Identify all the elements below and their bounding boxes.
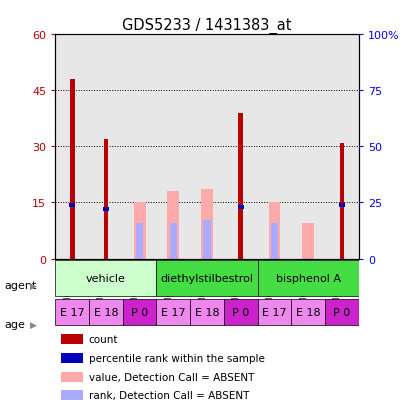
Bar (156, 35, 190, 259)
Bar (122, 35, 156, 259)
Text: bisphenol A: bisphenol A (275, 273, 340, 283)
Text: E 17: E 17 (60, 307, 84, 317)
Text: P 0: P 0 (131, 307, 148, 317)
Bar (70, 80, 74, 259)
Bar (190, 35, 223, 259)
Title: GDS5233 / 1431383_at: GDS5233 / 1431383_at (122, 18, 291, 34)
Bar (257, 261, 358, 296)
Text: P 0: P 0 (333, 307, 350, 317)
Bar (238, 114, 243, 259)
Bar (69, 203, 75, 207)
Text: age: age (4, 319, 25, 329)
Text: value, Detection Call = ABSENT: value, Detection Call = ABSENT (88, 372, 254, 382)
Bar (339, 143, 344, 259)
Bar (270, 223, 277, 259)
Bar (61, 391, 83, 400)
Bar (61, 372, 83, 382)
Text: E 17: E 17 (261, 307, 286, 317)
Bar (136, 223, 143, 259)
Bar (55, 299, 89, 325)
Bar (167, 192, 179, 259)
Text: diethylstilbestrol: diethylstilbestrol (160, 273, 253, 283)
Text: percentile rank within the sample: percentile rank within the sample (88, 353, 264, 363)
Bar (89, 35, 122, 259)
Bar (257, 299, 291, 325)
Bar (324, 299, 358, 325)
Bar (324, 35, 358, 259)
Text: agent: agent (4, 281, 36, 291)
Bar (291, 35, 324, 259)
Text: ▶: ▶ (29, 320, 36, 329)
Bar (338, 203, 344, 207)
Text: E 17: E 17 (161, 307, 185, 317)
Bar (291, 299, 324, 325)
Bar (133, 203, 145, 259)
Bar (55, 261, 156, 296)
Bar (61, 335, 83, 344)
Text: vehicle: vehicle (86, 273, 126, 283)
Text: E 18: E 18 (295, 307, 320, 317)
Bar (201, 190, 212, 259)
Bar (156, 299, 190, 325)
Bar (257, 35, 291, 259)
Text: E 18: E 18 (194, 307, 219, 317)
Text: P 0: P 0 (231, 307, 249, 317)
Bar (61, 353, 83, 363)
Bar (122, 299, 156, 325)
Bar (203, 221, 210, 259)
Bar (103, 140, 108, 259)
Bar (55, 35, 89, 259)
Bar (103, 208, 109, 211)
Text: count: count (88, 335, 118, 344)
Bar (156, 261, 257, 296)
Bar (223, 35, 257, 259)
Text: rank, Detection Call = ABSENT: rank, Detection Call = ABSENT (88, 390, 249, 400)
Bar (190, 299, 223, 325)
Bar (237, 206, 243, 209)
Bar (89, 299, 122, 325)
Text: ▶: ▶ (29, 281, 36, 290)
Bar (169, 223, 177, 259)
Text: E 18: E 18 (93, 307, 118, 317)
Bar (268, 203, 280, 259)
Bar (223, 299, 257, 325)
Bar (301, 223, 313, 259)
